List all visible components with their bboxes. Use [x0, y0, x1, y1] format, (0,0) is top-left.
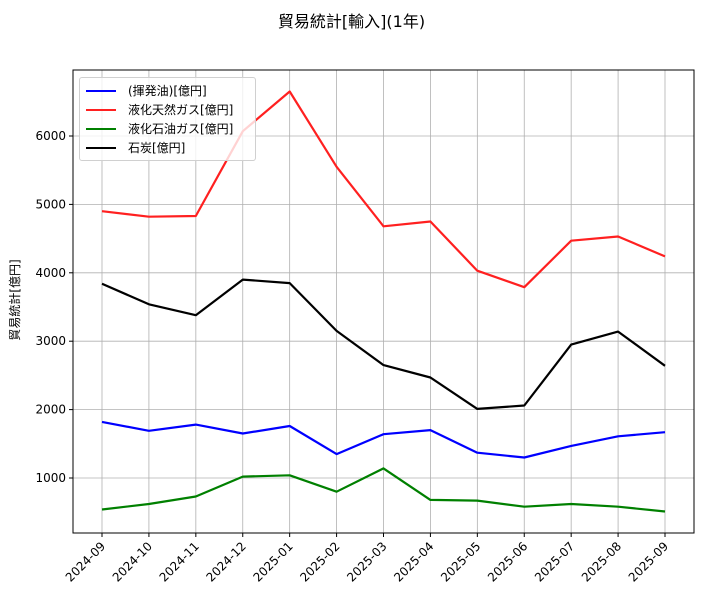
series-line [101, 467, 666, 513]
x-tick-label: 2024-11 [157, 539, 202, 584]
y-tick-label: 1000 [35, 471, 66, 485]
x-tick-label: 2025-09 [626, 539, 671, 584]
x-tick-label: 2025-03 [344, 539, 389, 584]
legend-item-lng: 液化天然ガス[億円] [80, 100, 255, 119]
legend-label: 石炭[億円] [128, 141, 186, 155]
y-tick-label: 4000 [35, 266, 66, 280]
x-tick-label: 2025-02 [297, 539, 342, 584]
legend-label: 液化石油ガス[億円] [128, 122, 234, 136]
legend-swatch-green [86, 127, 116, 130]
legend-swatch-blue [86, 89, 116, 92]
x-tick-label: 2025-05 [438, 539, 483, 584]
y-tick-label: 6000 [35, 129, 66, 143]
series-line [101, 278, 666, 410]
legend-item-lpg: 液化石油ガス[億円] [80, 119, 255, 138]
y-tick-label: 3000 [35, 334, 66, 348]
series-line [101, 90, 666, 289]
series-lines [101, 90, 666, 513]
chart-title: 貿易統計[輸入](1年) [277, 12, 426, 31]
legend-swatch-black [86, 146, 116, 149]
legend-label: 液化天然ガス[億円] [128, 103, 234, 117]
y-tick-label: 2000 [35, 403, 66, 417]
x-tick-label: 2025-08 [579, 539, 624, 584]
x-tick-label: 2024-10 [110, 539, 155, 584]
legend-swatch-red [86, 108, 116, 111]
x-tick-label: 2025-06 [485, 539, 530, 584]
legend-item-gasoline: (揮発油)[億円] [80, 81, 255, 100]
legend-item-coal: 石炭[億円] [80, 138, 255, 157]
y-tick-label: 5000 [35, 197, 66, 211]
y-axis: 1000 2000 3000 4000 5000 6000 [35, 129, 73, 485]
legend-label: (揮発油)[億円] [128, 84, 207, 98]
y-axis-label: 貿易統計[億円] [8, 259, 22, 341]
x-tick-label: 2025-07 [532, 539, 577, 584]
series-line [101, 420, 666, 459]
x-tick-label: 2024-12 [204, 539, 249, 584]
legend: (揮発油)[億円] 液化天然ガス[億円] 液化石油ガス[億円] 石炭[億円] [79, 77, 256, 161]
x-tick-label: 2025-01 [250, 539, 295, 584]
x-tick-label: 2024-09 [63, 539, 108, 584]
x-axis: 2024-09 2024-10 2024-11 2024-12 2025-01 2025-… [63, 533, 671, 585]
x-tick-label: 2025-04 [391, 539, 436, 584]
